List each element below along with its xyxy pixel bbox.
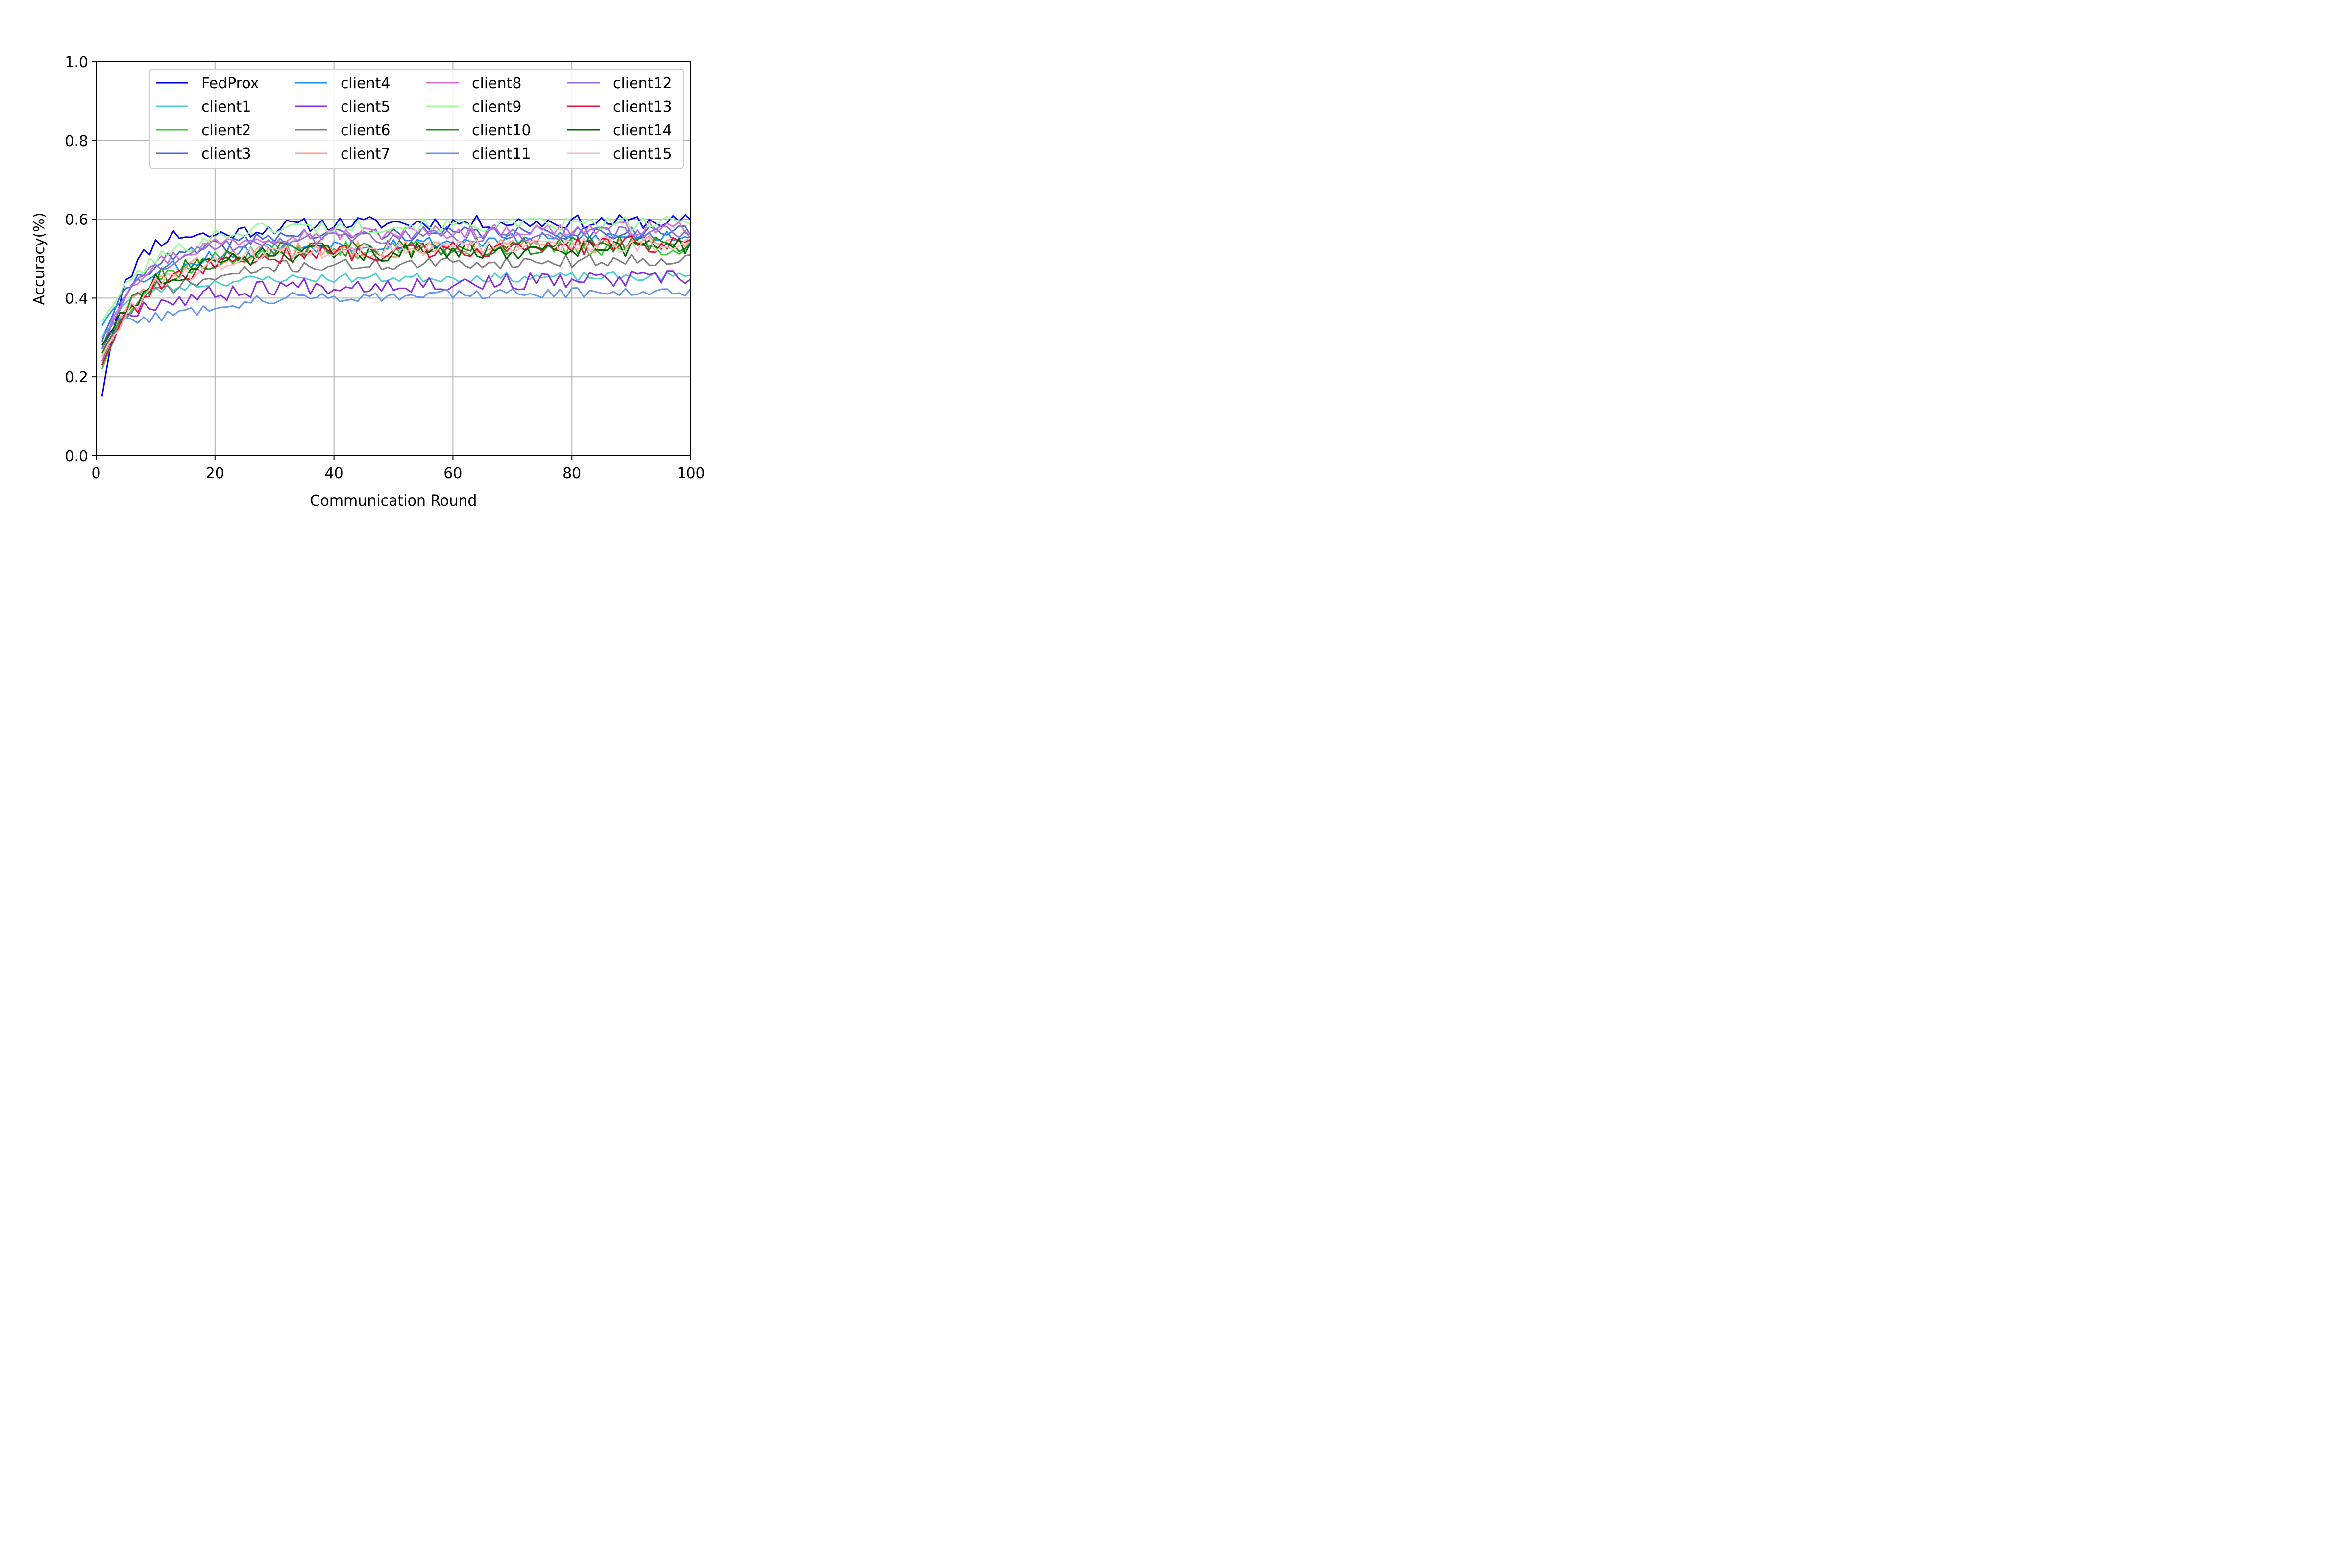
y-tick-label: 0.6	[65, 212, 88, 229]
series-line-client12	[101, 224, 692, 350]
x-axis-title: Communication Round	[310, 492, 477, 510]
x-tick-label: 0	[91, 465, 100, 482]
x-tick-label: 20	[206, 465, 224, 482]
legend-entry-label: client12	[613, 75, 672, 92]
series-line-client3	[101, 224, 692, 342]
legend-entry-label: client4	[341, 75, 390, 92]
x-tick-label: 100	[677, 465, 705, 482]
x-tick-label: 60	[443, 465, 462, 482]
chart-canvas: 0 20 40 60 80 100 0.0 0.2 0.4 0.6 0.8 1.0 Communica…	[0, 0, 758, 513]
legend-entry-label: client7	[341, 146, 390, 163]
legend-entry-label: client6	[341, 122, 390, 139]
series-line-FedProx	[101, 214, 691, 397]
series-line-client15	[101, 236, 691, 358]
legend-entry-label: client8	[472, 75, 521, 92]
legend-entry-label: client15	[613, 146, 672, 163]
legend-entry-label: client14	[613, 122, 672, 139]
plot-frame	[96, 61, 691, 456]
legend-entry-label: client3	[201, 146, 251, 163]
y-tick-label: 0.2	[65, 369, 88, 386]
y-tick-label: 0.8	[65, 133, 88, 150]
legend-entry-label: client13	[613, 98, 672, 116]
legend: FedProx client1 client2 client3 client4 clien…	[149, 69, 684, 169]
legend-entry-label: client5	[341, 98, 390, 116]
series-line-client5	[101, 270, 691, 350]
legend-entry-label: FedProx	[201, 75, 259, 92]
x-tick-label: 80	[563, 465, 581, 482]
series-lines	[101, 214, 692, 397]
x-tick-label: 40	[325, 465, 343, 482]
series-line-client6	[101, 254, 691, 362]
series-line-client11	[101, 287, 692, 338]
y-axis-title: Accuracy(%)	[31, 213, 48, 305]
legend-box	[149, 69, 684, 169]
axis-ticks: 0 20 40 60 80 100 0.0 0.2 0.4 0.6 0.8 1.0	[65, 54, 705, 482]
series-line-client1	[101, 271, 691, 338]
y-tick-label: 1.0	[65, 54, 88, 71]
y-tick-label: 0.4	[65, 290, 88, 307]
y-tick-label: 0.0	[65, 448, 88, 465]
series-line-client14	[101, 238, 692, 346]
legend-entry-label: client2	[201, 122, 251, 139]
legend-entry-label: client9	[472, 98, 521, 116]
legend-entry-label: client1	[201, 98, 251, 116]
legend-entry-label: client10	[472, 122, 531, 139]
series-line-client9	[101, 216, 691, 322]
legend-entry-label: client11	[472, 146, 531, 163]
